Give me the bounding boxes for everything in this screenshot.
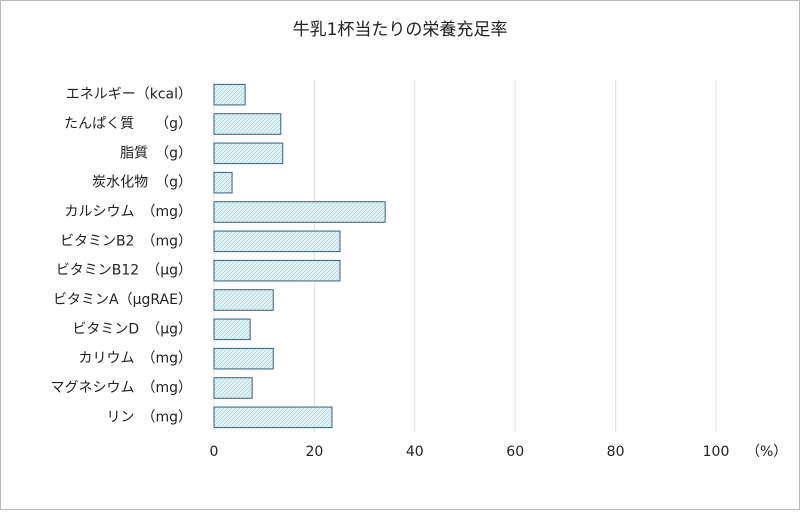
bar (213, 289, 274, 311)
y-tick-label: エネルギー（kcal） (66, 87, 192, 103)
bar (213, 347, 274, 370)
y-tick-label: たんぱく質 （g） (64, 116, 192, 132)
x-tick-label: 40 (406, 444, 424, 460)
y-tick-label: ビタミンB12 （μg） (56, 263, 192, 279)
x-tick-label: 100 (703, 444, 730, 460)
y-tick-label: カルシウム （mg） (64, 204, 192, 220)
bar (213, 142, 284, 165)
bar (213, 230, 341, 253)
x-tick-label: 20 (305, 444, 323, 460)
bar (213, 201, 386, 223)
y-tick-label: 炭水化物 （g） (92, 175, 192, 191)
chart-title: 牛乳1杯当たりの栄養充足率 (293, 20, 508, 40)
x-tick-label: 80 (607, 444, 625, 460)
y-tick-label: マグネシウム （mg） (50, 380, 192, 396)
bar (213, 171, 233, 194)
bar (213, 113, 282, 135)
y-tick-label: ビタミンD （μg） (72, 321, 192, 337)
y-tick-label: ビタミンB2 （mg） (60, 233, 192, 249)
y-tick-label: リン （mg） (106, 409, 192, 425)
bar (213, 318, 251, 341)
y-tick-label: ビタミンA（μgRAE） (53, 292, 192, 308)
bar (213, 83, 246, 106)
y-tick-label: 脂質 （g） (120, 145, 192, 161)
x-tick-label: 60 (506, 444, 524, 460)
bar (213, 377, 253, 399)
bar (213, 406, 333, 429)
x-unit-label: （%） (746, 444, 787, 460)
x-tick-label: 0 (210, 444, 219, 460)
bar (213, 259, 341, 282)
y-tick-label: カリウム （mg） (78, 351, 192, 367)
